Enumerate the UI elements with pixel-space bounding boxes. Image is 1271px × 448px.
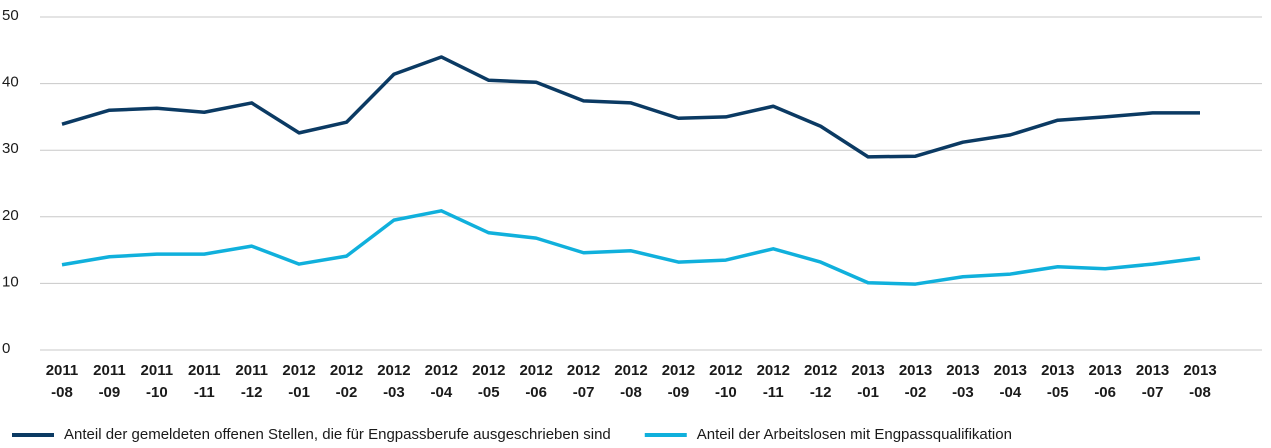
- legend-label: Anteil der gemeldeten offenen Stellen, d…: [64, 426, 611, 443]
- x-tick-label: 2011 -10: [141, 362, 174, 401]
- x-tick-label: 2013 -08: [1183, 362, 1216, 401]
- x-tick-label: 2013 -06: [1088, 362, 1121, 401]
- legend-label: Anteil der Arbeitslosen mit Engpassquali…: [697, 426, 1012, 443]
- x-tick-label: 2012 -12: [804, 362, 837, 401]
- x-tick-label: 2012 -04: [425, 362, 458, 401]
- y-tick-label: 40: [2, 74, 19, 91]
- series-line: [61, 55, 1200, 159]
- x-tick-label: 2013 -02: [899, 362, 932, 401]
- x-tick-label: 2012 -05: [472, 362, 505, 401]
- y-tick-label: 20: [2, 207, 19, 224]
- x-tick-label: 2011 -12: [235, 362, 268, 401]
- x-tick-label: 2012 -03: [377, 362, 410, 401]
- x-tick-label: 2013 -01: [851, 362, 884, 401]
- x-tick-label: 2012 -06: [519, 362, 552, 401]
- x-tick-label: 2012 -07: [567, 362, 600, 401]
- x-tick-label: 2012 -02: [330, 362, 363, 401]
- x-tick-label: 2012 -01: [282, 362, 315, 401]
- x-tick-label: 2012 -11: [757, 362, 790, 401]
- x-tick-label: 2012 -10: [709, 362, 742, 401]
- x-tick-label: 2011 -08: [46, 362, 79, 401]
- series-line: [61, 209, 1201, 286]
- x-tick-label: 2011 -11: [188, 362, 221, 401]
- y-tick-label: 0: [2, 340, 10, 357]
- x-tick-label: 2013 -05: [1041, 362, 1074, 401]
- y-tick-label: 50: [2, 7, 19, 24]
- x-tick-label: 2013 -04: [994, 362, 1027, 401]
- x-tick-label: 2013 -07: [1136, 362, 1169, 401]
- x-tick-label: 2012 -09: [662, 362, 695, 401]
- x-tick-label: 2012 -08: [614, 362, 647, 401]
- y-tick-label: 30: [2, 140, 19, 157]
- y-tick-label: 10: [2, 273, 19, 290]
- x-tick-label: 2011 -09: [93, 362, 126, 401]
- x-tick-label: 2013 -03: [946, 362, 979, 401]
